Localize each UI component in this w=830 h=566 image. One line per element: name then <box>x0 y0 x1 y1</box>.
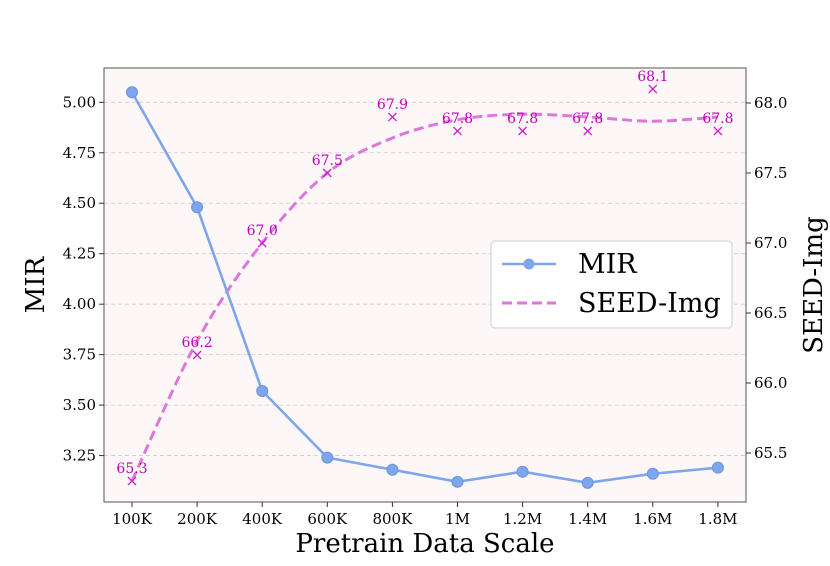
right-tick-label: 68.0 <box>754 94 787 112</box>
left-tick-label: 3.75 <box>63 346 96 364</box>
axes-frame <box>103 67 747 503</box>
x-axis-title: Pretrain Data Scale <box>295 529 554 559</box>
seed-img-point <box>387 112 397 122</box>
seed-img-value-label: 67.8 <box>507 111 538 127</box>
mir-point <box>321 451 334 464</box>
seed-img-points: 65.3 66.2 67.0 67.5 67.9 67.8 67.8 67.8 68.1 67.8 <box>116 69 733 486</box>
seed-img-value-label: 68.1 <box>637 69 668 85</box>
x-tick-label: 1.8M <box>698 510 737 528</box>
left-tick-label: 4.00 <box>63 295 96 313</box>
mir-point <box>516 465 529 478</box>
legend-mir-marker <box>523 258 535 270</box>
mir-line <box>130 91 719 485</box>
right-tick-label: 67.5 <box>754 164 787 182</box>
x-tick-label: 200K <box>177 510 218 528</box>
mir-series <box>126 86 724 489</box>
left-tick-label: 4.25 <box>63 245 96 263</box>
seed-img-point <box>127 476 137 486</box>
seed-img-value-label: 67.8 <box>572 111 603 127</box>
x-tick-label: 1M <box>445 510 470 528</box>
axes-border <box>103 67 747 503</box>
seed-img-point <box>453 126 462 136</box>
x-axis-ticks: 100K 200K 400K 600K 800K 1M 1.2M 1.4M 1.6M 1.8M <box>112 502 738 528</box>
seed-img-point <box>648 84 658 94</box>
x-tick-label: 1.4M <box>568 510 607 528</box>
left-tick-label: 5.00 <box>63 93 96 111</box>
right-tick-label: 66.5 <box>754 304 787 322</box>
seed-img-point <box>192 350 202 360</box>
left-tick-label: 3.25 <box>63 447 96 465</box>
right-tick-label: 66.0 <box>754 374 787 392</box>
x-tick-label: 1.2M <box>503 510 542 528</box>
x-tick-label: 800K <box>372 510 413 528</box>
seed-img-point <box>583 126 593 136</box>
left-tick-label: 3.50 <box>63 396 96 414</box>
legend-mir-label: MIR <box>578 249 637 280</box>
seed-img-value-label: 67.5 <box>312 153 343 169</box>
x-tick-label: 100K <box>112 510 153 528</box>
mir-point <box>386 463 399 476</box>
seed-img-series <box>130 112 718 482</box>
mir-point <box>256 384 269 397</box>
mir-point <box>191 201 204 214</box>
left-axis-title: MIR <box>21 255 51 313</box>
x-tick-label: 400K <box>242 510 283 528</box>
right-tick-label: 67.0 <box>754 234 787 252</box>
x-tick-label: 1.6M <box>633 510 672 528</box>
legend-seed-img-label: SEED-Img <box>578 288 721 319</box>
right-tick-label: 65.5 <box>754 444 787 462</box>
mir-point <box>451 475 464 488</box>
seed-img-value-label: 65.3 <box>116 461 147 477</box>
mir-point <box>581 476 594 489</box>
seed-img-point <box>322 168 332 178</box>
seed-img-value-label: 67.0 <box>247 223 278 239</box>
legend: MIR SEED-Img <box>490 240 733 329</box>
right-axis-title: SEED-Img <box>799 216 829 353</box>
seed-img-point <box>518 126 528 136</box>
seed-img-value-label: 67.9 <box>377 97 408 113</box>
left-tick-label: 4.75 <box>63 144 96 162</box>
seed-img-value-label: 67.8 <box>442 111 473 127</box>
mir-point <box>711 461 724 474</box>
seed-img-value-label: 66.2 <box>182 335 213 351</box>
left-tick-label: 4.50 <box>63 194 96 212</box>
right-axis-ticks: 65.5 66.0 66.5 67.0 67.5 68.0 <box>746 94 787 462</box>
x-tick-label: 600K <box>307 510 348 528</box>
mir-point <box>646 467 659 480</box>
mir-point <box>126 86 138 99</box>
seed-img-value-label: 67.8 <box>702 111 733 127</box>
seed-img-point <box>713 126 723 136</box>
seed-img-point <box>257 238 267 248</box>
left-axis-ticks: 3.25 3.50 3.75 4.00 4.25 4.50 4.75 5.00 <box>63 93 104 465</box>
seed-img-trend-line <box>130 112 718 482</box>
